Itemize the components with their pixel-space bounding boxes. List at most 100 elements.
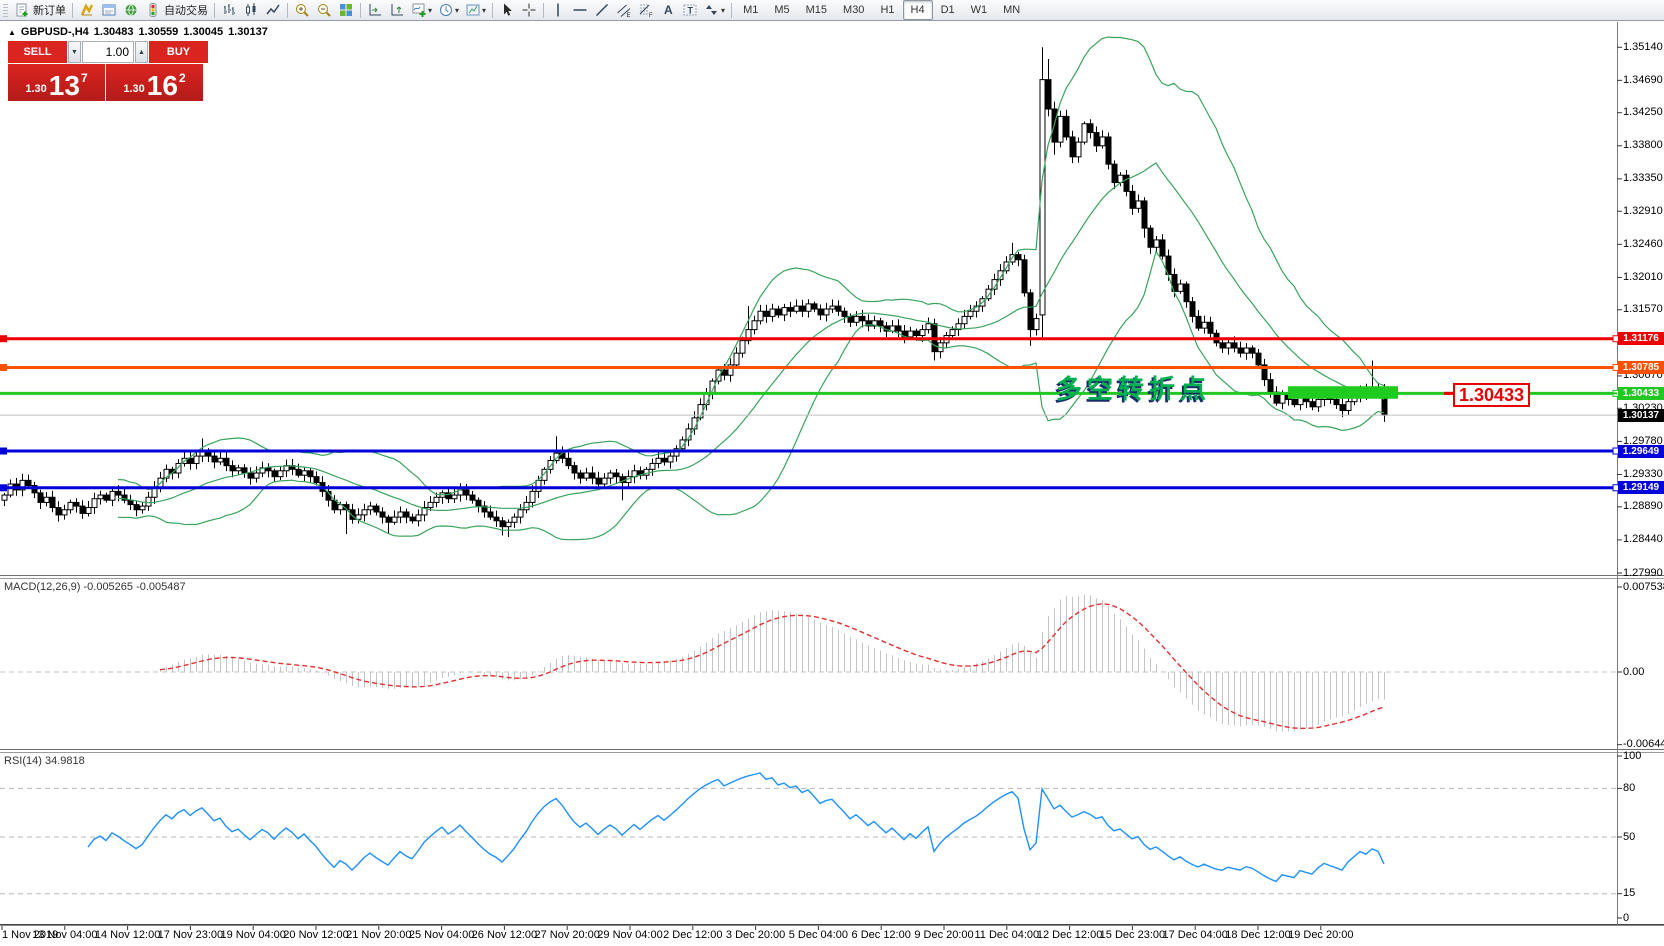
turning-point-annotation[interactable]: 多空转折点: [1056, 375, 1212, 405]
bollinger-band-line: [117, 162, 1385, 512]
candle-body: [1147, 227, 1154, 248]
candle-body: [649, 462, 656, 470]
data-window-button[interactable]: [98, 1, 120, 20]
timeframe-button-h1[interactable]: H1: [880, 4, 895, 16]
candlestick-chart-button[interactable]: [240, 1, 262, 20]
time-axis-label: 12 Dec 12:00: [1036, 929, 1103, 941]
crosshair-button[interactable]: [518, 1, 540, 20]
vertical-line-button[interactable]: [547, 1, 569, 20]
indicators-button[interactable]: ▾: [408, 1, 435, 20]
candle-body: [865, 320, 872, 327]
timeframe-button-m5[interactable]: M5: [774, 4, 790, 16]
auto-scroll-button[interactable]: [364, 1, 386, 20]
candle-body: [739, 340, 746, 354]
line-anchor-handle[interactable]: [0, 335, 7, 343]
candle-body: [841, 310, 848, 317]
candle-body: [1129, 190, 1136, 209]
bar-chart-button[interactable]: [218, 1, 240, 20]
timeframe-button-m30[interactable]: M30: [843, 4, 865, 16]
candle-body: [895, 325, 902, 332]
timeframe-toolbar: M1 M5 M15 M30 H1 H4 D1 W1 MN: [735, 0, 1028, 20]
buy-price-prefix: 1.30: [123, 83, 145, 95]
candle-body: [1069, 136, 1076, 158]
timeframe-button-h4[interactable]: H4: [902, 0, 933, 20]
collapse-panel-icon[interactable]: ▲: [8, 27, 16, 37]
candle-body: [475, 499, 482, 507]
volume-increase-button[interactable]: ▲: [135, 41, 148, 63]
auto-trading-button[interactable]: 自动交易: [142, 1, 211, 20]
zoom-out-button[interactable]: [313, 1, 335, 20]
line-anchor-handle[interactable]: [0, 363, 7, 371]
time-axis-label: 17 Dec 04:00: [1162, 929, 1228, 941]
fibonacci-button[interactable]: F: [635, 1, 657, 20]
candle-body: [595, 477, 602, 485]
toolbar-separator: [72, 2, 73, 18]
macd-values: -0.005265 -0.005487: [83, 581, 186, 593]
toolbar-separator: [287, 2, 288, 18]
candle-body: [661, 457, 668, 463]
candle-body: [271, 470, 278, 478]
periods-dropdown-icon[interactable]: ▾: [455, 5, 460, 15]
time-axis-label: 26 Nov 12:00: [471, 929, 538, 941]
text-label-button[interactable]: T: [679, 1, 701, 20]
indicators-dropdown-icon[interactable]: ▾: [428, 5, 433, 15]
timeframe-button-mn[interactable]: MN: [1003, 4, 1021, 16]
sell-price-display[interactable]: 1.30 13 7: [8, 64, 105, 101]
candle-body: [1099, 136, 1106, 147]
candle-body: [409, 516, 416, 522]
candle-body: [49, 496, 56, 509]
candle-body: [1261, 364, 1268, 381]
candle-body: [109, 490, 116, 501]
text-button[interactable]: A: [657, 1, 679, 20]
candle-body: [583, 472, 590, 479]
cursor-button[interactable]: [496, 1, 518, 20]
candle-body: [43, 496, 50, 503]
time-axis-label: 20 Nov 12:00: [283, 929, 349, 941]
time-axis-label: 2 Dec 12:00: [663, 929, 723, 941]
timeframe-button-m1[interactable]: M1: [743, 4, 759, 16]
horizontal-line-button[interactable]: [569, 1, 591, 20]
equidistant-channel-button[interactable]: E: [613, 1, 635, 20]
line-chart-button[interactable]: [262, 1, 284, 20]
candle-body: [829, 305, 836, 310]
candle-body: [481, 505, 488, 513]
templates-dropdown-icon[interactable]: ▾: [482, 5, 487, 15]
new-order-icon: [16, 3, 28, 17]
candle-body: [97, 494, 104, 500]
timeframe-button-w1[interactable]: W1: [970, 4, 988, 16]
new-order-button[interactable]: 新订单: [11, 1, 69, 20]
timeframe-button-d1[interactable]: D1: [940, 4, 955, 16]
line-anchor-handle[interactable]: [0, 447, 7, 455]
candle-body: [73, 501, 80, 507]
chart-shift-button[interactable]: [386, 1, 408, 20]
candle-body: [175, 462, 182, 474]
buy-button[interactable]: BUY: [149, 41, 208, 63]
time-axis-label: 1 Nov 2019: [2, 929, 59, 941]
line-anchor-handle[interactable]: [0, 484, 7, 492]
price-callout-label[interactable]: 1.30433: [1453, 383, 1531, 407]
volume-input[interactable]: [82, 41, 134, 63]
tile-windows-button[interactable]: [335, 1, 357, 20]
arrows-dropdown-icon[interactable]: ▾: [721, 5, 726, 15]
candle-body: [1315, 398, 1322, 408]
trendline-button[interactable]: [591, 1, 613, 20]
candle-body: [487, 511, 494, 518]
bollinger-band-line: [117, 250, 1385, 541]
navigator-button[interactable]: [120, 1, 142, 20]
arrows-button[interactable]: ▾: [701, 1, 728, 20]
market-watch-button[interactable]: [76, 1, 98, 20]
templates-button[interactable]: ▾: [462, 1, 489, 20]
timeframe-button-m15[interactable]: M15: [805, 4, 828, 16]
candle-body: [919, 329, 926, 336]
price-tick-label: 1.31570: [1623, 303, 1663, 316]
zoom-in-button[interactable]: [291, 1, 313, 20]
candle-body: [925, 323, 932, 331]
periods-button[interactable]: ▾: [435, 1, 462, 20]
candle-body: [55, 507, 62, 516]
highlight-rectangle[interactable]: [1288, 386, 1398, 399]
buy-price-display[interactable]: 1.30 16 2: [106, 64, 203, 101]
sell-button[interactable]: SELL: [8, 41, 67, 63]
volume-decrease-button[interactable]: ▼: [68, 41, 81, 63]
candle-body: [241, 467, 248, 474]
